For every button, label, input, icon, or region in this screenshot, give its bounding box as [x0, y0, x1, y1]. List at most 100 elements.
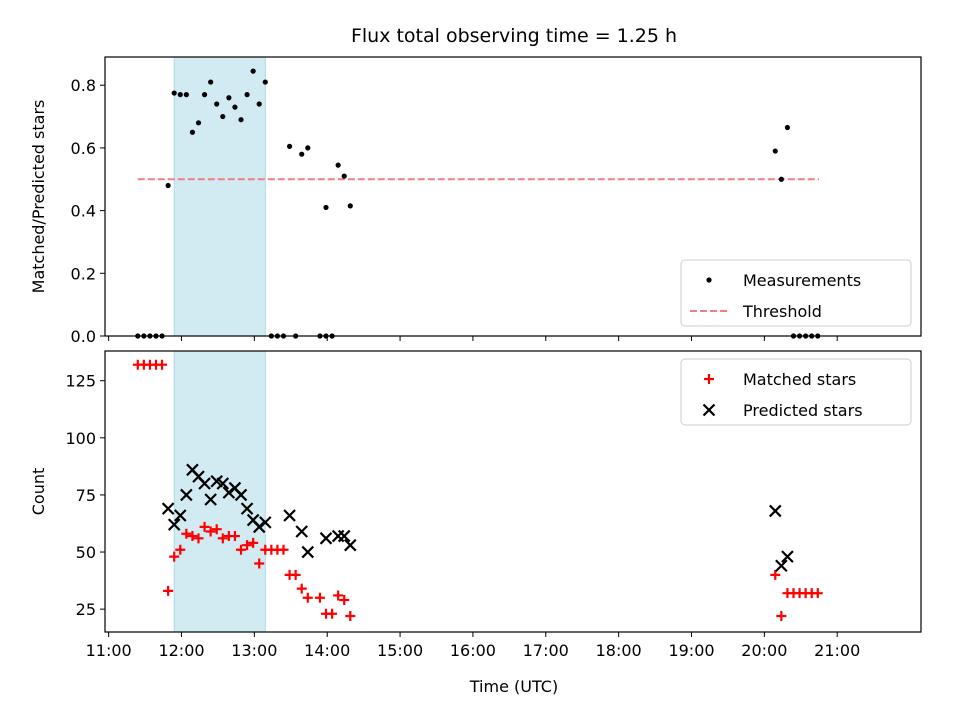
y-tick-label: 0.2 — [71, 264, 96, 283]
y-axis-label: Matched/Predicted stars — [29, 100, 48, 294]
predicted-star-point — [174, 509, 187, 522]
matched-star-point — [345, 611, 356, 622]
x-tick-label: 13:00 — [231, 641, 277, 660]
x-tick-label: 19:00 — [668, 641, 714, 660]
predicted-star-point — [344, 538, 357, 552]
predicted-star-point — [781, 550, 794, 563]
measurement-point — [305, 145, 311, 151]
predicted-star-point — [259, 516, 272, 529]
x-tick-label: 16:00 — [450, 641, 496, 660]
matched-star-point — [290, 569, 301, 580]
matched-star-point — [314, 592, 325, 603]
predicted-star-point — [295, 525, 308, 538]
predicted-star-point — [240, 502, 254, 515]
matched-star-point — [187, 531, 198, 542]
measurement-point — [256, 101, 262, 107]
matched-star-point — [163, 585, 174, 596]
measurement-point — [772, 148, 778, 154]
series-predicted-stars — [161, 463, 794, 573]
measurement-point — [238, 117, 244, 123]
predicted-star-point — [161, 502, 175, 515]
matched-star-point — [339, 595, 350, 606]
predicted-star-point — [167, 518, 181, 531]
matched-star-point — [254, 558, 265, 569]
matched-star-point — [296, 583, 307, 594]
predicted-star-point — [204, 493, 217, 506]
matched-star-point — [302, 592, 313, 603]
measurement-point — [195, 120, 202, 126]
matched-star-point — [333, 590, 344, 601]
y-tick-label: 0.4 — [71, 202, 96, 221]
legend-marker — [704, 374, 714, 384]
matched-star-point — [193, 533, 204, 544]
legend-label: Threshold — [742, 302, 822, 321]
measurement-point — [778, 176, 784, 182]
matched-star-point — [776, 611, 787, 622]
matched-star-point — [770, 569, 781, 580]
measurement-point — [299, 151, 305, 157]
matched-star-point — [205, 526, 216, 537]
y-tick-label: 50 — [76, 543, 96, 562]
measurement-point — [183, 92, 189, 98]
x-axis-label: Time (UTC) — [469, 677, 558, 696]
legend: Matched stars Predicted stars — [680, 358, 912, 426]
measurement-point — [347, 203, 353, 209]
panels: 0.0 0.2 0.4 0.6 0.8 Matched/Predicted stars Me… — [29, 56, 922, 660]
measurement-point — [201, 92, 208, 98]
predicted-star-point — [198, 477, 211, 490]
y-tick-label: 125 — [65, 372, 96, 391]
matched-star-point — [278, 544, 289, 555]
plot-frame — [104, 56, 922, 337]
measurement-point — [177, 92, 183, 98]
x-tick-label: 18:00 — [596, 641, 642, 660]
measurement-point — [171, 90, 177, 96]
legend: Measurements Threshold — [680, 259, 912, 327]
matched-star-point — [175, 544, 186, 555]
measurement-point — [214, 101, 220, 107]
measurement-point — [262, 79, 268, 85]
measurement-point — [208, 79, 214, 85]
y-axis-label: Count — [29, 468, 48, 516]
panel-ratio: 0.0 0.2 0.4 0.6 0.8 Matched/Predicted stars Me… — [29, 56, 922, 346]
matched-star-point — [229, 531, 240, 542]
measurement-point — [165, 182, 171, 189]
legend-label: Measurements — [743, 271, 861, 290]
y-tick-label: 25 — [76, 600, 96, 619]
measurement-point — [220, 113, 226, 120]
y-tick-label: 100 — [65, 429, 96, 448]
measurement-point — [323, 204, 329, 211]
y-tick-label: 0.6 — [71, 139, 96, 158]
predicted-star-point — [301, 545, 315, 559]
plot-frame — [104, 350, 922, 633]
x-tick-label: 14:00 — [304, 641, 350, 660]
x-tick-label: 17:00 — [523, 641, 569, 660]
matched-star-point — [248, 537, 259, 548]
matched-star-point — [211, 524, 222, 535]
chart-title: Flux total observing time = 1.25 h — [351, 25, 677, 47]
measurement-point — [286, 143, 293, 149]
legend-box — [680, 358, 912, 426]
predicted-star-point — [769, 504, 782, 518]
legend-label: Matched stars — [743, 370, 856, 389]
matched-star-point — [242, 540, 253, 551]
predicted-star-point — [319, 532, 333, 545]
y-tick-label: 75 — [76, 486, 96, 505]
predicted-star-point — [775, 559, 788, 573]
legend-marker — [702, 403, 716, 417]
measurement-point — [250, 68, 256, 74]
x-tick-label: 12:00 — [158, 641, 204, 660]
measurement-point — [784, 124, 791, 131]
y-tick-label: 0.0 — [71, 327, 96, 346]
legend-marker — [706, 277, 712, 283]
matched-star-point — [327, 608, 338, 619]
y-tick-label: 0.8 — [71, 76, 96, 95]
x-tick-label: 15:00 — [377, 641, 423, 660]
x-tick-label: 21:00 — [814, 641, 860, 660]
measurement-point — [335, 162, 341, 168]
matched-star-point — [199, 521, 210, 532]
predicted-star-point — [337, 529, 351, 543]
observing-window-shade — [173, 350, 266, 633]
x-tick-label: 20:00 — [741, 641, 787, 660]
measurement-point — [226, 95, 232, 101]
x-tick-label: 11:00 — [86, 641, 132, 660]
